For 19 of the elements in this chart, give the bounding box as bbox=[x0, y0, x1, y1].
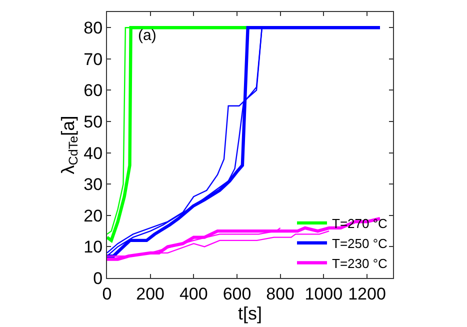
x-tick-label: 400 bbox=[179, 284, 208, 304]
y-tick-label: 20 bbox=[84, 206, 103, 226]
x-tick-label: 1000 bbox=[304, 284, 343, 304]
y-tick-label: 80 bbox=[84, 18, 103, 38]
y-tick-label: 30 bbox=[84, 175, 103, 194]
annotation: (a) bbox=[138, 27, 156, 44]
y-tick-label: 60 bbox=[84, 81, 103, 100]
legend-label: T=230 °C bbox=[332, 256, 388, 271]
x-tick-label: 200 bbox=[136, 284, 165, 304]
y-tick-label: 40 bbox=[84, 144, 103, 163]
y-tick-label: 70 bbox=[84, 50, 103, 69]
x-tick-label: 1200 bbox=[348, 284, 386, 304]
y-tick-label: 50 bbox=[84, 112, 103, 132]
x-tick-label: 600 bbox=[222, 284, 252, 304]
y-tick-label: 0 bbox=[93, 268, 103, 288]
y-tick-label: 10 bbox=[84, 238, 103, 257]
x-axis-title: t[s] bbox=[238, 303, 262, 324]
legend-label: T=250 °C bbox=[332, 236, 388, 251]
x-tick-label: 800 bbox=[266, 284, 295, 304]
